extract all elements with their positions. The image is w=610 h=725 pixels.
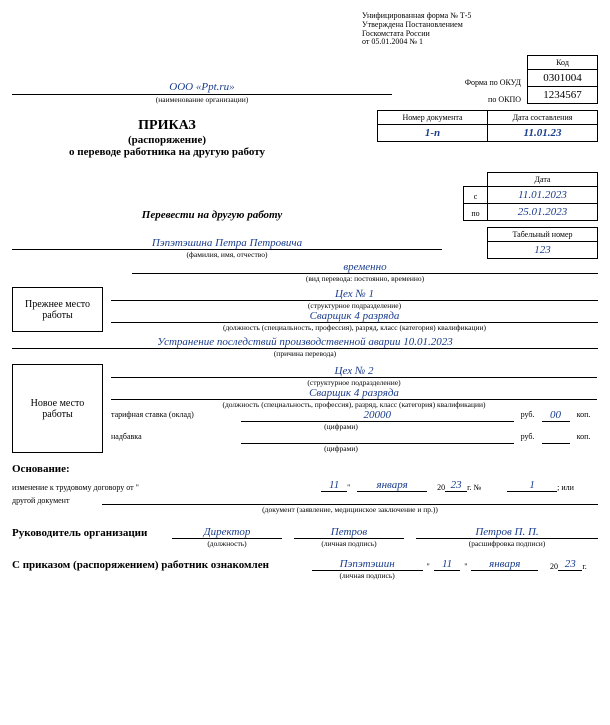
kop-val: 00 xyxy=(542,409,570,422)
new-pos-sub: (должность (специальность, профессия), р… xyxy=(111,400,597,409)
transfer-type-sub: (вид перевода: постоянно, временно) xyxy=(132,274,598,283)
basis-num: 1 xyxy=(507,479,557,492)
new-dept-sub: (структурное подразделение) xyxy=(111,378,597,387)
ack-day: 11 xyxy=(434,558,461,571)
ack-q1: " xyxy=(423,558,434,571)
tdate-label: Дата xyxy=(488,173,598,187)
transfer-dates: Дата с11.01.2023 по25.01.2023 xyxy=(463,172,598,221)
basis-prefix: изменение к трудовому договору от " xyxy=(12,479,321,492)
okud-value: 0301004 xyxy=(528,70,598,87)
tfrom-value: 11.01.2023 xyxy=(488,187,598,204)
fio-sub: (фамилия, имя, отчество) xyxy=(12,250,442,259)
doc-meta: Номер документа Дата составления 1-п 11.… xyxy=(377,110,598,142)
rub2: руб. xyxy=(514,431,542,444)
basis-20: 20 xyxy=(427,479,445,492)
signer-fio-sub: (расшифровка подписи) xyxy=(416,539,598,549)
ack-sign-sub: (личная подпись) xyxy=(312,571,423,581)
rub1: руб. xyxy=(514,409,542,422)
org-sublabel: (наименование организации) xyxy=(12,95,392,104)
okpo-label: по ОКПО xyxy=(465,87,528,104)
salary-sub: (цифрами) xyxy=(241,422,441,431)
org-codes-row: ООО «Ppt.ru» (наименование организации) … xyxy=(12,55,598,104)
signer-role: Директор xyxy=(172,526,282,539)
docnum-value: 1-п xyxy=(378,125,488,142)
signer-role-label: Руководитель организации xyxy=(12,526,172,539)
basis-q1: " xyxy=(347,479,357,492)
tabnum-row: Пэпэтэшина Петра Петровича (фамилия, имя… xyxy=(12,227,598,259)
kop2: коп. xyxy=(570,431,598,444)
new-place: Новое место работы Цех № 2 (структурное … xyxy=(12,364,598,453)
prev-dept-sub: (структурное подразделение) xyxy=(111,301,598,310)
ack-y2: 23 xyxy=(558,558,582,571)
org-name: ООО «Ppt.ru» xyxy=(12,81,392,95)
prev-pos-sub: (должность (специальность, профессия), р… xyxy=(111,323,598,332)
okud-label: Форма по ОКУД xyxy=(465,70,528,87)
docdate-label: Дата составления xyxy=(488,111,598,125)
signer-fio: Петров П. П. xyxy=(416,526,598,539)
basis-day: 11 xyxy=(321,479,347,492)
basis-other-label: другой документ xyxy=(12,492,102,505)
ack-q2: " xyxy=(460,558,471,571)
kod-label: Код xyxy=(528,56,598,70)
basis-other-sub: (документ (заявление, медицинское заключ… xyxy=(102,505,598,514)
title-sub1: (распоряжение) xyxy=(12,134,322,146)
bonus-sub: (цифрами) xyxy=(241,444,441,453)
ack-g: г. xyxy=(582,558,598,571)
kop1: коп. xyxy=(570,409,598,422)
basis-month: января xyxy=(357,479,427,492)
ack-label: С приказом (распоряжением) работник озна… xyxy=(12,558,312,571)
salary-label: тарифная ставка (оклад) xyxy=(111,409,241,422)
tto-value: 25.01.2023 xyxy=(488,204,598,221)
form-header: Унифицированная форма № Т-5 Утверждена П… xyxy=(362,12,598,47)
title-row: ПРИКАЗ (распоряжение) о переводе работни… xyxy=(12,110,598,158)
signer-sign: Петров xyxy=(294,526,404,539)
transfer-row: Перевести на другую работу Дата с11.01.2… xyxy=(12,172,598,221)
basis-y2: 23 xyxy=(445,479,467,492)
codes-table: Код Форма по ОКУД0301004 по ОКПО1234567 xyxy=(465,55,598,104)
reason: Устранение последствий производственной … xyxy=(12,336,598,349)
docnum-label: Номер документа xyxy=(378,111,488,125)
new-pos: Сварщик 4 разряда xyxy=(111,387,597,400)
bonus-value xyxy=(241,431,514,444)
transfer-type: временно xyxy=(132,261,598,274)
prev-label: Прежнее место работы xyxy=(13,288,103,332)
basis-other-field xyxy=(102,492,598,505)
tabnum-label: Табельный номер xyxy=(488,228,598,242)
tfrom-label: с xyxy=(464,187,488,204)
tabnum-value: 123 xyxy=(488,242,598,259)
prev-place: Прежнее место работы Цех № 1 (структурно… xyxy=(12,287,598,332)
signer-sign-sub: (личная подпись) xyxy=(294,539,404,549)
okpo-value: 1234567 xyxy=(528,87,598,104)
ack-20: 20 xyxy=(538,558,558,571)
bonus-label: надбавка xyxy=(111,431,241,444)
title-sub2: о переводе работника на другую работу xyxy=(12,146,322,158)
prev-pos: Сварщик 4 разряда xyxy=(111,310,598,323)
tto-label: по xyxy=(464,204,488,221)
fio: Пэпэтэшина Петра Петровича xyxy=(12,237,442,250)
prev-dept: Цех № 1 xyxy=(111,288,598,301)
new-dept: Цех № 2 xyxy=(111,365,597,378)
basis-label: Основание: xyxy=(12,463,598,475)
ack-sign: Пэпэтэшин xyxy=(312,558,423,571)
salary-value: 20000 xyxy=(241,409,514,422)
basis-gno: г. № xyxy=(467,479,507,492)
title-main: ПРИКАЗ xyxy=(12,118,322,134)
transfer-heading: Перевести на другую работу xyxy=(12,172,412,221)
docdate-value: 11.01.23 xyxy=(488,125,598,142)
hdr-l4: от 05.01.2004 № 1 xyxy=(362,38,598,47)
basis-tail: ; или xyxy=(557,479,598,492)
ack-month: января xyxy=(471,558,538,571)
new-label: Новое место работы xyxy=(13,365,103,453)
signer-role-sub: (должность) xyxy=(172,539,282,549)
kop2-val xyxy=(542,431,570,444)
reason-sub: (причина перевода) xyxy=(12,349,598,358)
